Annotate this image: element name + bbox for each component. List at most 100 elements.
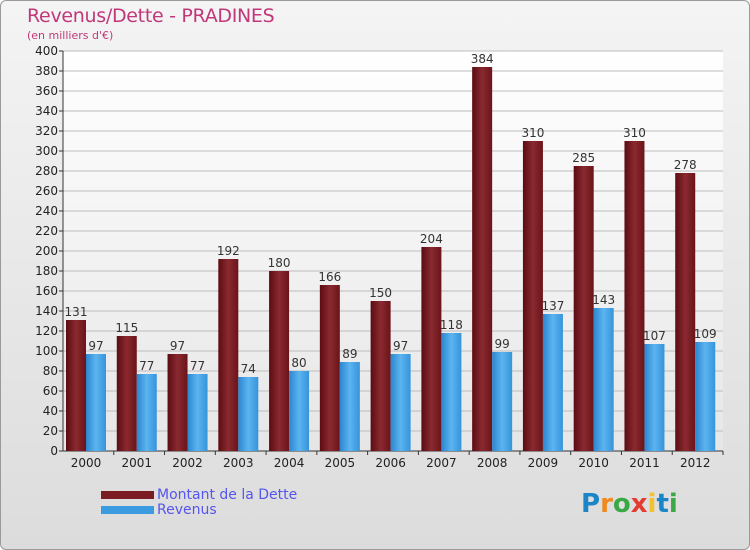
data-label-revenue: 77 (139, 359, 154, 373)
x-tick-label: 2011 (629, 456, 660, 470)
data-label-debt: 192 (217, 244, 240, 258)
legend-swatch-revenue (101, 505, 154, 514)
data-label-debt: 97 (170, 339, 185, 353)
data-label-debt: 278 (674, 158, 697, 172)
legend-item-debt: Montant de la Dette (101, 486, 298, 503)
y-tick-label: 340 (35, 104, 58, 118)
bar-revenue (542, 314, 563, 451)
y-tick-label: 240 (35, 204, 58, 218)
logo-letter: i (647, 489, 657, 519)
data-label-revenue: 80 (291, 356, 306, 370)
data-label-debt: 310 (521, 126, 544, 140)
x-tick-label: 2006 (375, 456, 406, 470)
y-tick-label: 260 (35, 184, 58, 198)
data-label-debt: 150 (369, 286, 392, 300)
data-label-debt: 310 (623, 126, 646, 140)
bar-debt (675, 173, 696, 451)
legend-swatch-debt (101, 490, 154, 499)
bar-debt (319, 285, 340, 451)
x-tick-label: 2005 (325, 456, 356, 470)
y-tick-label: 160 (35, 284, 58, 298)
x-tick-label: 2004 (274, 456, 305, 470)
bar-debt (472, 67, 493, 451)
bar-revenue (187, 374, 208, 451)
data-label-debt: 384 (471, 52, 494, 66)
data-label-revenue: 107 (643, 329, 666, 343)
data-label-revenue: 97 (393, 339, 408, 353)
x-tick-label: 2012 (680, 456, 711, 470)
data-label-debt: 115 (115, 321, 138, 335)
logo-letter: o (612, 489, 631, 519)
y-tick-label: 280 (35, 164, 58, 178)
data-label-revenue: 118 (440, 318, 463, 332)
data-label-debt: 180 (268, 256, 291, 270)
bar-debt (269, 271, 290, 451)
bar-debt (66, 320, 86, 451)
bar-debt (573, 166, 594, 451)
y-tick-label: 60 (43, 384, 58, 398)
data-label-revenue: 77 (190, 359, 205, 373)
bar-revenue (644, 344, 665, 451)
x-tick-label: 2000 (71, 456, 102, 470)
y-tick-label: 100 (35, 344, 58, 358)
data-label-debt: 285 (572, 151, 595, 165)
y-tick-label: 20 (43, 424, 58, 438)
data-label-debt: 166 (318, 270, 341, 284)
legend-label-revenue: Revenus (157, 501, 217, 518)
bar-revenue (441, 333, 462, 451)
x-tick-label: 2007 (426, 456, 457, 470)
data-label-debt: 131 (65, 305, 88, 319)
y-tick-label: 140 (35, 304, 58, 318)
y-tick-label: 300 (35, 144, 58, 158)
bar-revenue (593, 308, 614, 451)
data-label-revenue: 137 (541, 299, 564, 313)
x-tick-label: 2010 (578, 456, 609, 470)
bar-revenue (390, 354, 411, 451)
x-tick-label: 2002 (172, 456, 203, 470)
legend-label-debt: Montant de la Dette (157, 486, 298, 503)
bar-debt (370, 301, 391, 451)
bar-revenue (695, 342, 716, 451)
y-tick-label: 0 (50, 444, 58, 458)
bar-debt (116, 336, 137, 451)
data-label-debt: 204 (420, 232, 443, 246)
bar-debt (218, 259, 239, 451)
bar-revenue (492, 352, 513, 451)
bar-debt (522, 141, 543, 451)
y-tick-label: 320 (35, 124, 58, 138)
bar-debt (624, 141, 645, 451)
logo-letter: t (656, 489, 669, 519)
data-label-revenue: 74 (241, 362, 256, 376)
legend: Montant de la Dette Revenus (101, 486, 298, 518)
proxiti-logo: Proxiti (581, 489, 678, 519)
data-label-revenue: 97 (88, 339, 103, 353)
bar-revenue (86, 354, 106, 451)
chart-title: Revenus/Dette - PRADINES (27, 5, 275, 27)
y-tick-label: 80 (43, 364, 58, 378)
y-tick-label: 400 (35, 44, 58, 58)
bar-debt (421, 247, 442, 451)
logo-letter: x (630, 489, 648, 519)
chart-subtitle: (en milliers d'€) (27, 29, 114, 42)
y-tick-label: 360 (35, 84, 58, 98)
data-label-revenue: 143 (592, 293, 615, 307)
x-tick-label: 2003 (223, 456, 254, 470)
y-tick-label: 180 (35, 264, 58, 278)
y-tick-label: 120 (35, 324, 58, 338)
bar-revenue (136, 374, 157, 451)
x-tick-label: 2009 (528, 456, 559, 470)
logo-letter: P (581, 489, 601, 519)
y-tick-label: 220 (35, 224, 58, 238)
bar-revenue (238, 377, 259, 451)
data-label-revenue: 99 (495, 337, 510, 351)
legend-item-revenue: Revenus (101, 501, 297, 518)
logo-letter: i (668, 489, 678, 519)
data-label-revenue: 109 (694, 327, 717, 341)
x-tick-label: 2001 (121, 456, 152, 470)
y-tick-label: 200 (35, 244, 58, 258)
x-tick-label: 2008 (477, 456, 508, 470)
bar-revenue (289, 371, 310, 451)
y-tick-label: 380 (35, 64, 58, 78)
